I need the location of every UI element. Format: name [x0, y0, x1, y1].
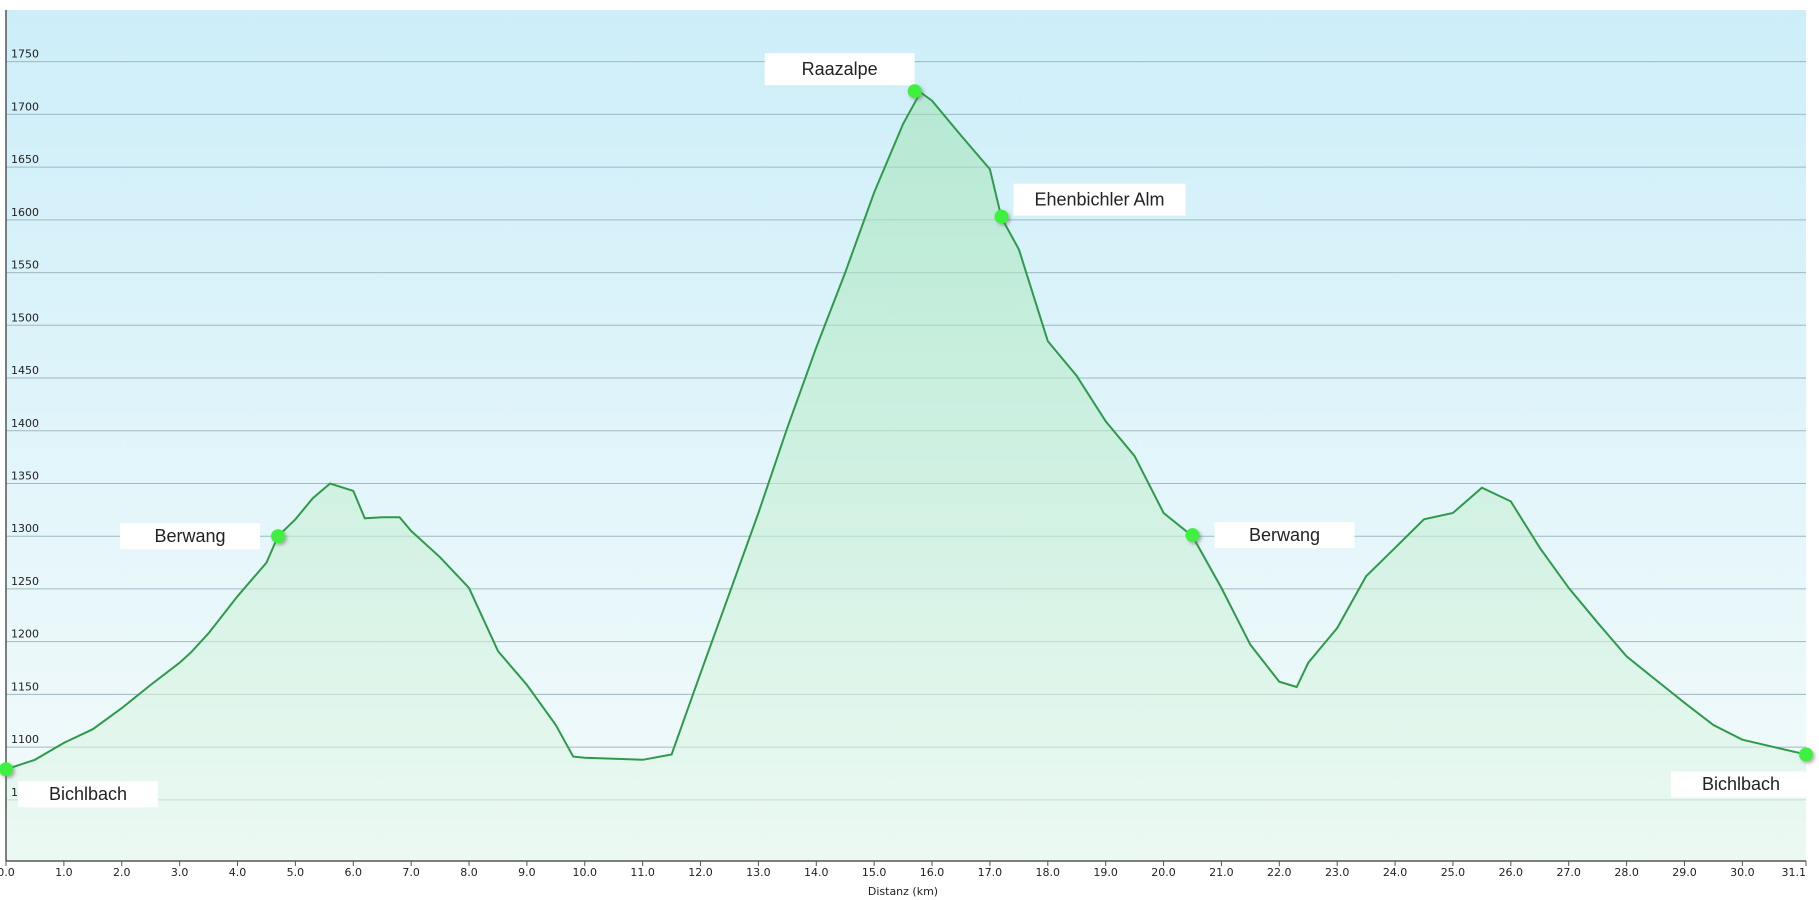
y-tick-label: 1600 [11, 206, 39, 219]
x-tick-label: 7.0 [402, 866, 420, 879]
x-tick-label: 22.0 [1267, 866, 1292, 879]
x-tick-label: 27.0 [1556, 866, 1581, 879]
x-tick-label: 12.0 [688, 866, 713, 879]
x-tick-label: 31.1 [1782, 866, 1807, 879]
waypoint-label-box [1013, 183, 1186, 216]
waypoint-label-box [18, 781, 158, 808]
waypoint-marker [271, 529, 286, 544]
x-tick-label: 1.0 [55, 866, 73, 879]
x-tick-label: 17.0 [978, 866, 1003, 879]
x-tick-label: 6.0 [345, 866, 363, 879]
x-tick-label: 3.0 [171, 866, 189, 879]
x-tick-label: 29.0 [1672, 866, 1697, 879]
y-tick-label: 1500 [11, 311, 39, 324]
y-tick-label: 1300 [11, 522, 39, 535]
x-tick-label: 30.0 [1730, 866, 1755, 879]
waypoint-marker [994, 209, 1009, 224]
waypoint-label: Ehenbichler Alm [1034, 189, 1164, 209]
x-axis-title: Distanz (km) [868, 885, 938, 898]
waypoint-marker [907, 84, 922, 99]
x-tick-label: 18.0 [1036, 866, 1061, 879]
y-tick-label: 1450 [11, 364, 39, 377]
y-tick-label: 1250 [11, 575, 39, 588]
x-tick-label: 16.0 [920, 866, 945, 879]
x-tick-label: 4.0 [229, 866, 247, 879]
waypoint-marker [0, 762, 13, 777]
x-tick-label: 25.0 [1441, 866, 1466, 879]
x-tick-label: 24.0 [1383, 866, 1408, 879]
elevation-area [6, 92, 1806, 862]
y-tick-label: 1350 [11, 469, 39, 482]
waypoint-label: Berwang [1249, 525, 1320, 545]
x-tick-label: 28.0 [1614, 866, 1639, 879]
x-tick-label: 14.0 [804, 866, 829, 879]
x-tick-label: 5.0 [287, 866, 305, 879]
x-tick-label: 9.0 [518, 866, 536, 879]
waypoint-marker [1799, 747, 1813, 762]
y-tick-label: 1100 [11, 733, 39, 746]
waypoint-label-box [120, 523, 261, 550]
x-tick-label: 26.0 [1499, 866, 1524, 879]
x-tick-label: 21.0 [1209, 866, 1234, 879]
x-tick-label: 0.0 [0, 866, 15, 879]
waypoint-label-box [1214, 522, 1355, 549]
x-tick-label: 23.0 [1325, 866, 1350, 879]
x-tick-label: 20.0 [1151, 866, 1176, 879]
waypoint-marker [1185, 528, 1200, 543]
y-tick-label: 1400 [11, 417, 39, 430]
waypoint-label: Bichlbach [1702, 774, 1780, 794]
x-tick-label: 8.0 [460, 866, 478, 879]
x-tick-label: 13.0 [746, 866, 771, 879]
waypoint-label: Berwang [155, 526, 226, 546]
y-tick-label: 1750 [11, 48, 39, 61]
y-tick-label: 1550 [11, 259, 39, 272]
x-tick-label: 15.0 [862, 866, 887, 879]
waypoint-label: Bichlbach [49, 784, 127, 804]
waypoint-label-box [764, 53, 915, 86]
waypoint-label-box [1671, 771, 1811, 798]
y-tick-label: 1650 [11, 153, 39, 166]
x-tick-label: 10.0 [573, 866, 598, 879]
waypoint-label: Raazalpe [802, 59, 878, 79]
y-tick-label: 1200 [11, 628, 39, 641]
y-tick-label: 1150 [11, 680, 39, 693]
x-tick-label: 11.0 [630, 866, 655, 879]
x-tick-label: 2.0 [113, 866, 131, 879]
y-tick-label: 1 [11, 786, 18, 799]
elevation-line [5, 90, 1807, 771]
x-tick-label: 19.0 [1093, 866, 1118, 879]
y-tick-label: 1700 [11, 100, 39, 113]
